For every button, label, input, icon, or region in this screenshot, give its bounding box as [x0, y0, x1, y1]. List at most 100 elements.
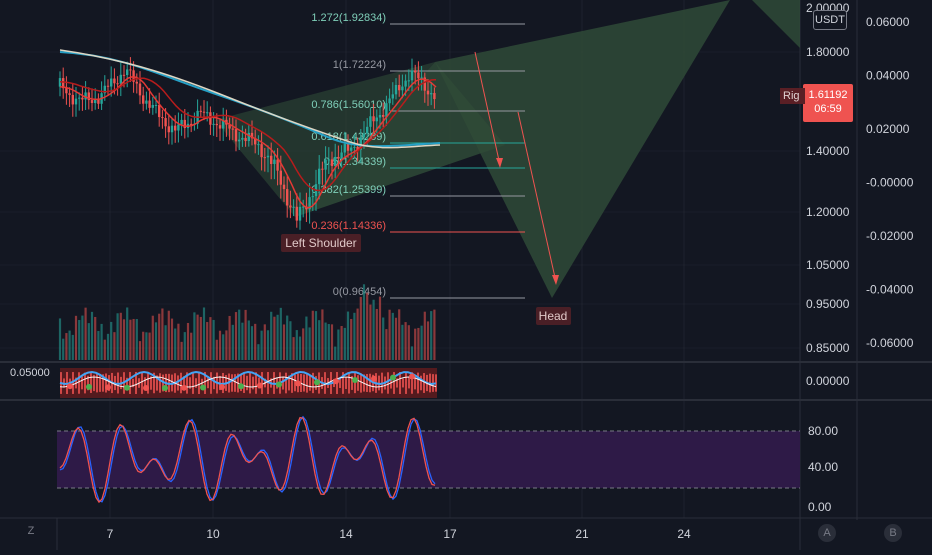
secondary-axis-label: 0.06000 [866, 15, 910, 29]
secondary-axis-label: -0.02000 [866, 229, 914, 243]
osc-bar [96, 373, 98, 393]
osc-bar [243, 373, 245, 393]
volume-bar [167, 310, 170, 360]
pattern-triangle-3 [752, 0, 800, 48]
candle-body [174, 125, 177, 131]
candle-body [420, 77, 423, 79]
osc-bar [189, 377, 191, 389]
osc-bar [126, 377, 128, 389]
volume-bar [126, 307, 129, 360]
candle-body [276, 159, 279, 171]
volume-bar [174, 328, 177, 360]
osc-signal-dot [276, 381, 282, 388]
candle-body [266, 155, 270, 158]
osc-bar [198, 372, 200, 394]
osc-bar [234, 374, 236, 392]
osc-bar [183, 376, 185, 390]
volume-bar [404, 322, 407, 360]
candle-body [311, 196, 314, 198]
volume-bar [407, 325, 410, 360]
currency-badge[interactable]: USDT [813, 10, 847, 30]
volume-bar [298, 336, 302, 360]
osc-bar [435, 374, 437, 392]
candle-body [308, 197, 311, 210]
candle-body [113, 78, 116, 84]
candle-body [340, 152, 343, 159]
candle-body [161, 117, 164, 119]
volume-bar [391, 312, 394, 360]
candle-body [170, 125, 174, 133]
osc-bar [93, 374, 95, 392]
volume-bar [222, 334, 225, 360]
candle-body [382, 115, 385, 117]
volume-bar [170, 318, 174, 360]
candle-body [94, 99, 97, 104]
candle-body [343, 144, 346, 153]
volume-bar [356, 308, 359, 360]
scale-b-button[interactable]: B [884, 524, 902, 542]
volume-bar [426, 321, 430, 360]
projection-arrow-1 [474, 51, 501, 166]
volume-bar [279, 307, 282, 360]
candle-body [218, 125, 222, 129]
candle-body [378, 115, 382, 118]
candle-body [398, 85, 401, 91]
osc-bar [417, 372, 419, 394]
price-axis-label: 1.80000 [806, 45, 850, 59]
stoch-axis-label: 80.00 [808, 424, 838, 438]
candle-body [135, 81, 138, 84]
osc-signal-dot [333, 378, 339, 385]
volume-bar [353, 312, 356, 360]
osc-bar [156, 375, 158, 391]
log-scale-button[interactable]: Z [27, 525, 35, 537]
fib-label-0: 1.272(1.92834) [311, 12, 386, 24]
volume-bar [346, 311, 350, 360]
osc-bar [195, 378, 197, 388]
auto-scale-button[interactable]: A [818, 524, 836, 542]
time-axis-label: 7 [107, 527, 114, 541]
fib-label-4: 0.5(1.34339) [324, 156, 386, 168]
candle-body [78, 97, 81, 99]
volume-bar [289, 321, 292, 360]
candle-body [350, 147, 353, 151]
volume-bar [97, 331, 100, 360]
osc-signal-dot [371, 375, 377, 382]
osc-bar [402, 378, 404, 388]
volume-bar [375, 308, 378, 360]
candle-body [84, 92, 87, 100]
osc-bar [360, 373, 362, 393]
candle-body [414, 70, 417, 73]
osc-bar [387, 372, 389, 394]
osc-bar [102, 374, 104, 392]
osc-signal-dot [124, 384, 130, 391]
volume-bar [311, 310, 314, 360]
candle-body [126, 69, 129, 76]
candle-body [228, 124, 231, 129]
candle-body [158, 104, 161, 118]
osc-bar [366, 374, 368, 392]
osc-bar [423, 373, 425, 393]
annotation-head: Head [539, 309, 568, 323]
volume-bar [116, 313, 119, 360]
volume-bar [250, 326, 254, 360]
candle-body [212, 123, 215, 125]
projection-arrow-2 [517, 111, 557, 283]
volume-bar [58, 318, 62, 360]
candle-body [324, 159, 327, 170]
volume-bar [362, 284, 366, 360]
candle-body [298, 206, 302, 221]
candle-body [254, 138, 257, 145]
volume-bar [154, 322, 158, 360]
candle-body [394, 85, 398, 95]
volume-bar [337, 329, 340, 360]
osc-bar [207, 377, 209, 389]
candle-body [366, 126, 369, 134]
osc-bar [105, 373, 107, 393]
volume-bar [186, 322, 190, 360]
volume-bar [257, 344, 260, 360]
volume-bar [423, 311, 426, 360]
price-axis-label: 1.40000 [806, 144, 850, 158]
osc-signal-dot [200, 384, 206, 391]
